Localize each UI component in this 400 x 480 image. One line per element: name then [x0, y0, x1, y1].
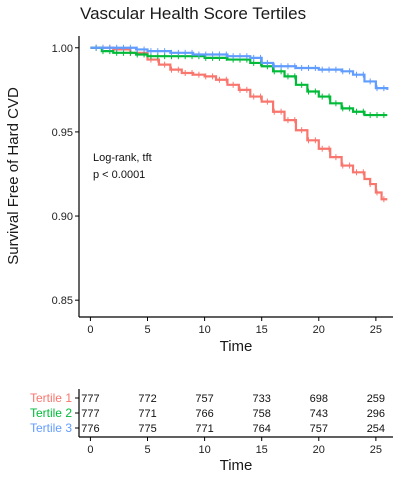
risk-row-label: Tertile 1 [30, 391, 72, 405]
chart-title: Vascular Health Score Tertiles [80, 4, 306, 23]
risk-rows: Tertile 1 777 772 757 733 698 259 Tertile 2 777 7… [30, 391, 385, 435]
risk-x-tick-label: 20 [313, 444, 325, 456]
risk-x-axis-title: Time [220, 457, 253, 474]
risk-row-2: Tertile 2 777 771 766 758 743 296 [30, 406, 385, 420]
series-line [90, 46, 389, 90]
x-ticks: 0 5 10 15 20 25 [87, 317, 382, 336]
x-tick-label: 25 [370, 324, 382, 336]
y-tick-label: 0.85 [52, 295, 73, 307]
risk-table: Tertile 1 777 772 757 733 698 259 Tertile 2 777 7… [30, 389, 393, 456]
y-tick-label: 0.95 [52, 127, 73, 139]
risk-x-tick-label: 10 [198, 444, 210, 456]
risk-count: 776 [81, 423, 99, 435]
logrank-label: Log-rank, tft [93, 152, 152, 164]
risk-count: 771 [195, 423, 213, 435]
risk-count: 698 [310, 393, 328, 405]
risk-count: 758 [253, 408, 271, 420]
x-tick-label: 20 [313, 324, 325, 336]
x-tick-label: 15 [256, 324, 268, 336]
risk-count: 757 [195, 393, 213, 405]
risk-count: 733 [253, 393, 271, 405]
series-line [90, 46, 388, 117]
risk-x-tick-label: 5 [144, 444, 150, 456]
risk-count: 296 [367, 408, 385, 420]
x-axis-title: Time [220, 338, 253, 355]
risk-count: 764 [253, 423, 271, 435]
risk-x-tick-label: 25 [370, 444, 382, 456]
risk-count: 743 [310, 408, 328, 420]
y-tick-label: 0.90 [52, 211, 73, 223]
risk-count: 775 [138, 423, 156, 435]
y-ticks: 0.85 0.90 0.95 1.00 [52, 43, 79, 307]
risk-count: 259 [367, 393, 385, 405]
x-tick-label: 10 [198, 324, 210, 336]
risk-x-tick-label: 15 [256, 444, 268, 456]
y-axis-title: Survival Free of Hard CVD [5, 87, 22, 265]
risk-x-ticks: 0 5 10 15 20 25 [87, 437, 382, 456]
x-tick-label: 5 [144, 324, 150, 336]
y-tick-label: 1.00 [52, 43, 73, 55]
risk-count: 757 [310, 423, 328, 435]
risk-count: 254 [367, 423, 385, 435]
risk-count: 772 [138, 393, 156, 405]
series-layer [90, 44, 389, 203]
risk-count: 766 [195, 408, 213, 420]
risk-row-label: Tertile 2 [30, 406, 72, 420]
risk-row-1: Tertile 1 777 772 757 733 698 259 [30, 391, 385, 405]
risk-row-label: Tertile 3 [30, 421, 72, 435]
risk-x-tick-label: 0 [87, 444, 93, 456]
risk-count: 777 [81, 393, 99, 405]
x-tick-label: 0 [87, 324, 93, 336]
survival-plot: 0.85 0.90 0.95 1.00 0 5 10 15 20 25 Log-rank, tf… [52, 36, 393, 336]
pvalue-label: p < 0.0001 [93, 169, 145, 181]
risk-count: 777 [81, 408, 99, 420]
series-3 [90, 44, 389, 92]
risk-count: 771 [138, 408, 156, 420]
risk-row-3: Tertile 3 776 775 771 764 757 254 [30, 421, 385, 435]
